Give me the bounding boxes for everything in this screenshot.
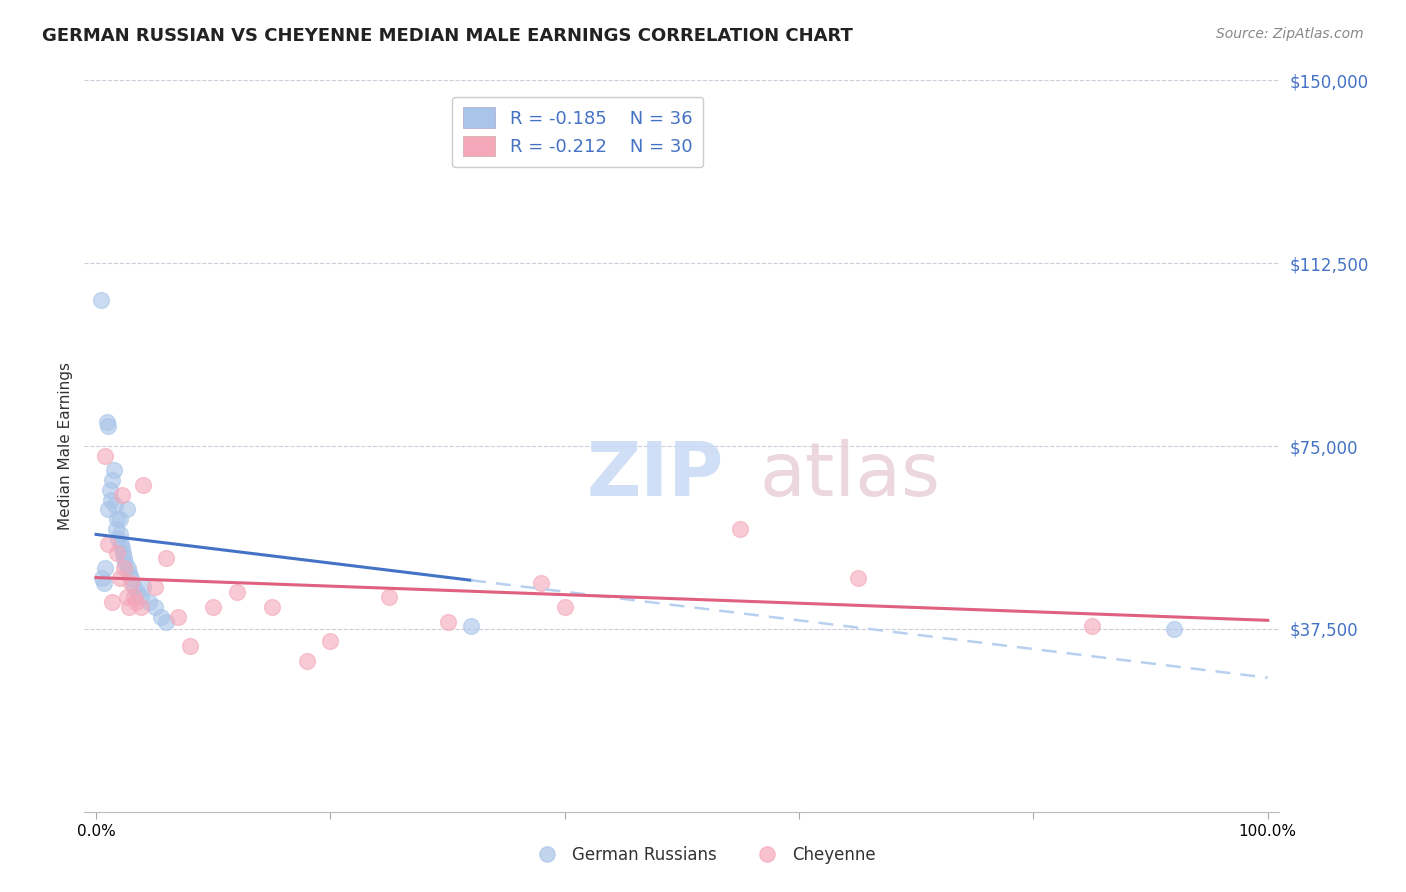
Point [436,615,458,629]
Point [97,502,120,516]
Point [127,585,149,599]
Point [129,590,152,604]
Point [90,293,112,307]
Point [120,575,142,590]
Point [112,546,135,560]
Point [108,526,131,541]
Point [1163,622,1185,636]
Point [319,634,342,648]
Point [105,512,128,526]
Point [90,571,114,585]
Point [730,522,752,536]
Legend: German Russians, Cheyenne: German Russians, Cheyenne [524,839,882,871]
Point [118,599,141,614]
Point [155,551,177,566]
Legend: R = -0.185    N = 36, R = -0.212    N = 30: R = -0.185 N = 36, R = -0.212 N = 30 [451,96,703,167]
Point [225,585,247,599]
Point [149,609,172,624]
Point [96,415,118,429]
Point [111,488,134,502]
Point [122,581,145,595]
Point [378,590,401,604]
Point [155,615,177,629]
Point [132,581,155,595]
Point [93,575,115,590]
Point [167,609,190,624]
Point [107,532,129,546]
Point [108,571,131,585]
Point [97,536,120,550]
Point [94,561,117,575]
Point [295,654,318,668]
Point [530,575,553,590]
Point [554,599,576,614]
Point [143,599,166,614]
Text: atlas: atlas [759,439,941,512]
Point [122,590,145,604]
Point [103,463,125,477]
Point [143,581,166,595]
Point [110,536,132,550]
Point [117,561,139,575]
Point [260,599,283,614]
Point [94,449,117,463]
Point [115,590,138,604]
Point [98,483,121,497]
Point [105,522,127,536]
Point [1081,619,1104,633]
Point [104,498,127,512]
Point [115,502,138,516]
Point [120,571,142,585]
Text: ZIP: ZIP [586,439,724,512]
Point [101,473,124,487]
Point [132,478,155,492]
Point [179,639,201,653]
Point [111,541,134,556]
Point [100,492,122,507]
Y-axis label: Median Male Earnings: Median Male Earnings [58,362,73,530]
Point [846,571,869,585]
Point [97,419,120,434]
Point [105,546,128,560]
Point [112,561,135,575]
Point [125,595,148,609]
Point [114,556,136,570]
Point [112,551,135,566]
Point [101,595,124,609]
Point [118,566,141,580]
Point [460,619,482,633]
Text: Source: ZipAtlas.com: Source: ZipAtlas.com [1216,27,1364,41]
Point [129,599,152,614]
Text: GERMAN RUSSIAN VS CHEYENNE MEDIAN MALE EARNINGS CORRELATION CHART: GERMAN RUSSIAN VS CHEYENNE MEDIAN MALE E… [42,27,853,45]
Point [138,595,160,609]
Point [202,599,225,614]
Point [108,512,131,526]
